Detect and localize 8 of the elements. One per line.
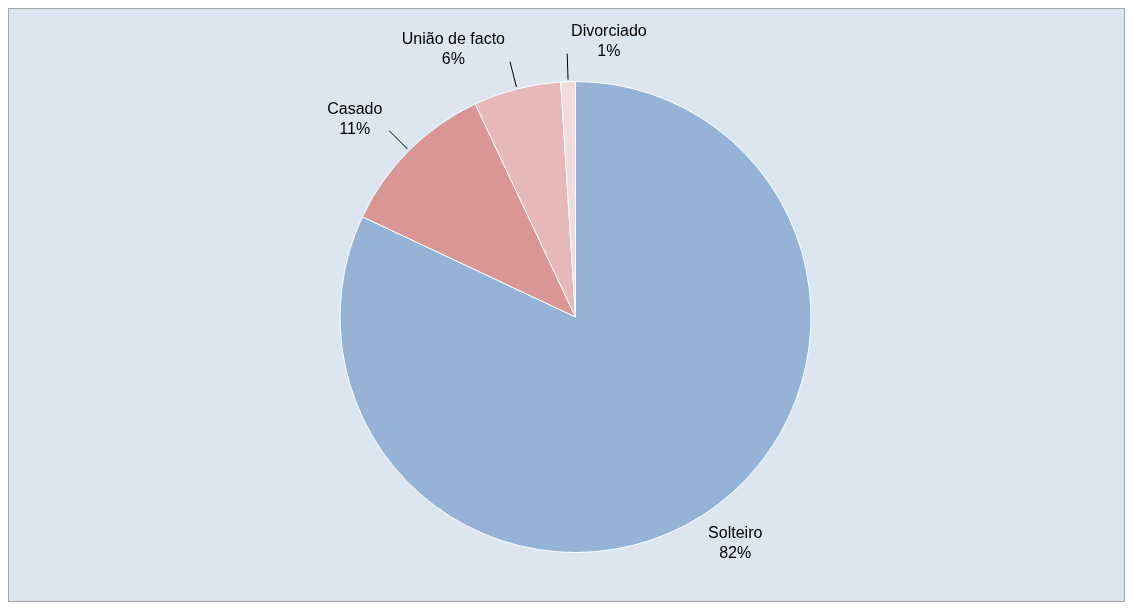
slice-label: União de facto (401, 30, 506, 48)
data-label: 1% (597, 42, 621, 60)
data-label: 11% (339, 120, 371, 138)
slice-label: Solteiro (708, 524, 763, 542)
data-label: 82% (719, 544, 752, 562)
slice-label: Casado (327, 100, 383, 118)
data-label: 6% (441, 50, 465, 68)
slice-label: Divorciado (571, 22, 647, 40)
